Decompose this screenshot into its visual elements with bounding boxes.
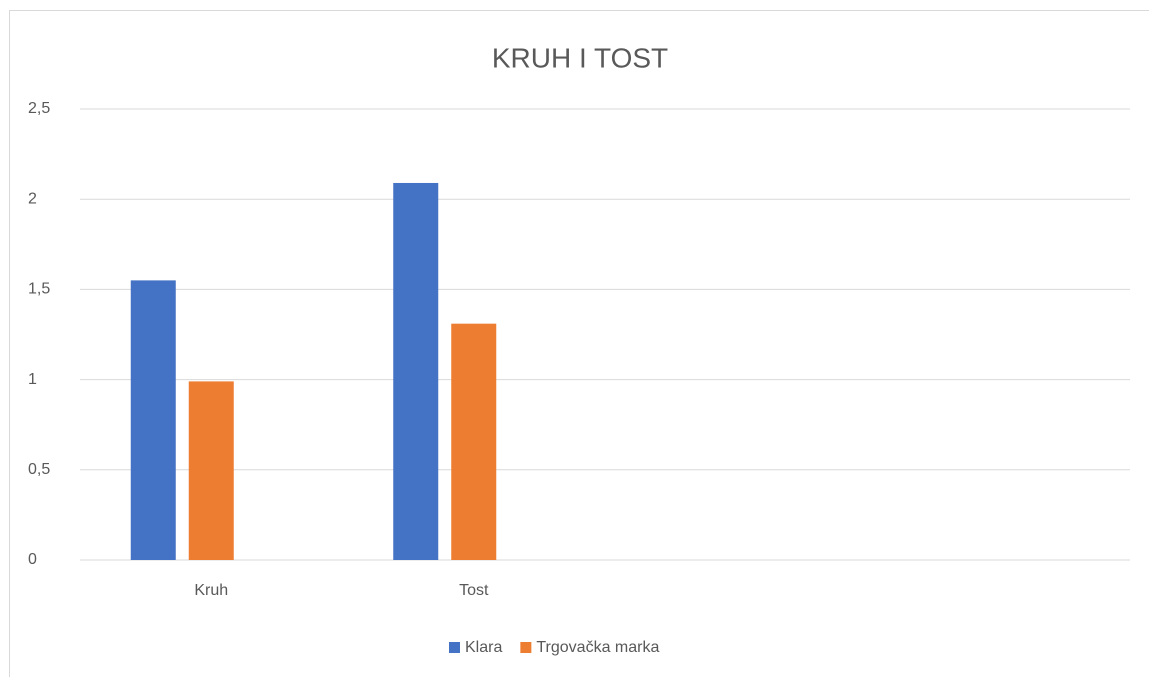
- y-tick-label: 2: [28, 190, 37, 207]
- bar: [393, 182, 439, 561]
- x-tick-label: Kruh: [194, 582, 228, 599]
- y-tick-label: 0,5: [28, 461, 50, 478]
- bar: [451, 323, 497, 560]
- x-tick-label: Tost: [459, 582, 489, 599]
- y-tick-label: 1,5: [28, 281, 50, 298]
- y-tick-label: 2,5: [28, 100, 50, 117]
- legend-label: Klara: [465, 639, 502, 656]
- bar: [188, 381, 234, 560]
- y-tick-label: 1: [28, 371, 37, 388]
- legend-swatch: [520, 642, 532, 653]
- chart-frame: [9, 10, 1149, 677]
- legend-swatch: [449, 642, 460, 653]
- y-tick-label: 0: [28, 551, 37, 568]
- legend-label: Trgovačka marka: [536, 639, 659, 656]
- chart-title: KRUH I TOST: [492, 42, 668, 73]
- bar: [130, 280, 176, 560]
